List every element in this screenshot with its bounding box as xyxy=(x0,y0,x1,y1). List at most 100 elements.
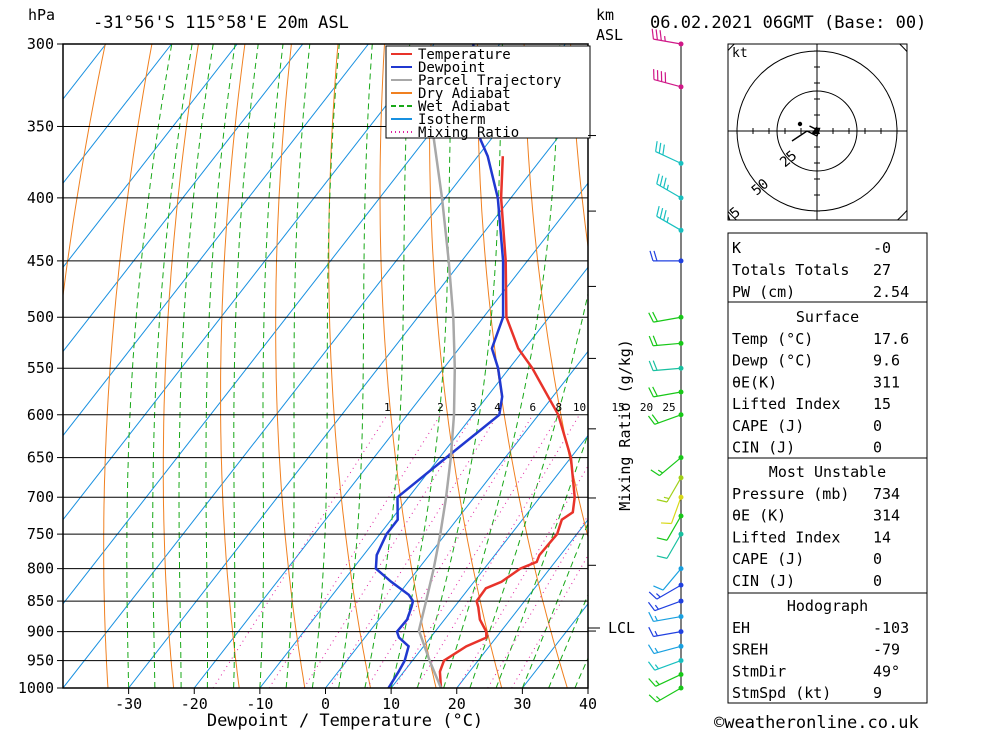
wind-barb-flag xyxy=(652,335,658,346)
isotherm-line xyxy=(193,182,588,688)
wind-barb-flag xyxy=(649,250,654,262)
wind-barb-flag xyxy=(659,30,662,41)
stats-value: 0 xyxy=(873,417,882,435)
isotherm-line xyxy=(63,44,369,437)
legend-label: Dry Adiabat xyxy=(418,86,511,102)
stats-value: -0 xyxy=(873,239,891,257)
wind-barb-staff xyxy=(666,533,682,559)
pressure-tick-label: 900 xyxy=(27,623,54,641)
wind-barb-flag xyxy=(652,386,658,397)
isotherm-line xyxy=(63,44,238,269)
wind-barb-staff xyxy=(653,78,682,88)
wind-barb-staff xyxy=(653,38,682,45)
pressure-tick-label: 800 xyxy=(27,560,54,578)
wind-barb-flag xyxy=(656,206,660,217)
pressure-tick-label: 650 xyxy=(27,449,54,467)
pressure-tick-label: 500 xyxy=(27,308,54,326)
wind-barb-flag xyxy=(653,250,658,262)
wind-barb-staff xyxy=(653,342,682,347)
dry-adiabat-line xyxy=(985,26,1000,688)
wind-barb-half-flag xyxy=(654,664,659,670)
temperature-tick-label: 40 xyxy=(579,695,597,713)
wind-barb-staff xyxy=(654,600,682,612)
wind-barb xyxy=(647,643,684,655)
pressure-tick-label: 600 xyxy=(27,406,54,424)
pressure-tick-label: 550 xyxy=(27,359,54,377)
wind-barb xyxy=(656,475,684,503)
wind-barb-half-flag xyxy=(654,647,659,653)
legend-box xyxy=(385,45,591,139)
wet-adiabat-line xyxy=(416,44,503,688)
wind-barb-staff xyxy=(655,150,682,164)
mixing-ratio-value-labels: 1 2 3 4 6 8 10 15 20 25 xyxy=(384,401,676,414)
wind-barb-half-flag xyxy=(655,680,660,685)
km-tick-labels xyxy=(588,135,596,632)
wind-barb xyxy=(648,626,684,638)
mixing-ratio-label: 20 xyxy=(640,401,653,414)
hodograph-stats-box xyxy=(727,592,928,704)
wind-barb-flag xyxy=(648,360,654,371)
stats-label: Temp (°C) xyxy=(732,330,813,348)
temperature-tick-label: 0 xyxy=(321,695,330,713)
wind-barb-half-flag xyxy=(654,615,658,622)
stats-value: -79 xyxy=(873,641,900,659)
temperature-line xyxy=(438,156,576,688)
wind-barb-staff xyxy=(666,515,682,541)
stats-label: CIN (J) xyxy=(732,572,795,590)
wind-barb-half-flag xyxy=(656,695,661,701)
mixing-ratio-label: 4 xyxy=(494,401,501,414)
wind-barb-half-flag xyxy=(657,469,663,474)
stats-value: 0 xyxy=(873,439,882,457)
wind-barb-flag xyxy=(647,661,656,671)
wind-barb-staff xyxy=(659,457,682,477)
wind-barb-staff xyxy=(653,645,682,655)
wind-barb-half-flag xyxy=(663,496,670,500)
wet-adiabat-line xyxy=(521,521,588,688)
stats-value: 9.6 xyxy=(873,352,900,370)
mixing-ratio-label: 6 xyxy=(530,401,537,414)
stats-label: CIN (J) xyxy=(732,439,795,457)
asl-axis-unit: ASL xyxy=(596,26,623,44)
wind-barb-flag xyxy=(647,601,656,612)
wind-barb-staff xyxy=(654,659,682,671)
wind-barb-staff xyxy=(656,584,682,600)
wind-barb-flag xyxy=(659,175,664,187)
mixing-ratio-line xyxy=(457,465,588,688)
stats-value: 0 xyxy=(873,572,882,590)
wind-barb-staff xyxy=(655,673,682,687)
wind-barb-flag xyxy=(656,499,668,503)
wind-barb-flag xyxy=(659,208,664,219)
wet-adiabat-line xyxy=(178,44,214,688)
stats-label: θE(K) xyxy=(732,373,777,391)
wind-barb-half-flag xyxy=(666,184,669,191)
wind-barb xyxy=(649,250,684,264)
wind-barb-flag xyxy=(648,611,654,622)
wet-adiabat-line xyxy=(233,44,259,688)
surface-box xyxy=(727,301,928,459)
dry-adiabat-line xyxy=(275,44,306,688)
stats-value: 311 xyxy=(873,373,900,391)
mixing-ratio-label: 25 xyxy=(662,401,675,414)
isotherm-line xyxy=(63,44,172,185)
wind-barb xyxy=(656,173,684,201)
wind-barb xyxy=(650,455,684,477)
stats-value: 314 xyxy=(873,507,900,525)
stats-value: 2.54 xyxy=(873,283,909,301)
isotherm-line xyxy=(63,44,304,353)
wind-barb xyxy=(655,141,684,166)
parcel-trajectory-line xyxy=(417,78,457,688)
mixing-ratio-axis-title: Mixing Ratio (g/kg) xyxy=(616,339,634,511)
legend-label: Isotherm xyxy=(418,112,485,128)
stats-label: Dewp (°C) xyxy=(732,352,813,370)
wind-barb-flag xyxy=(656,537,668,541)
wind-barb xyxy=(648,311,684,323)
temperature-tick-label: -10 xyxy=(246,695,273,713)
mixing-ratio-label: 1 xyxy=(384,401,391,414)
storm-motion-icon xyxy=(811,126,820,134)
dry-adiabat-line xyxy=(63,44,106,300)
mixing-ratio-line xyxy=(415,414,580,688)
mixing-ratio-line xyxy=(268,414,441,688)
stats-label: Lifted Index xyxy=(732,528,840,546)
wind-barb-half-flag xyxy=(666,217,669,223)
